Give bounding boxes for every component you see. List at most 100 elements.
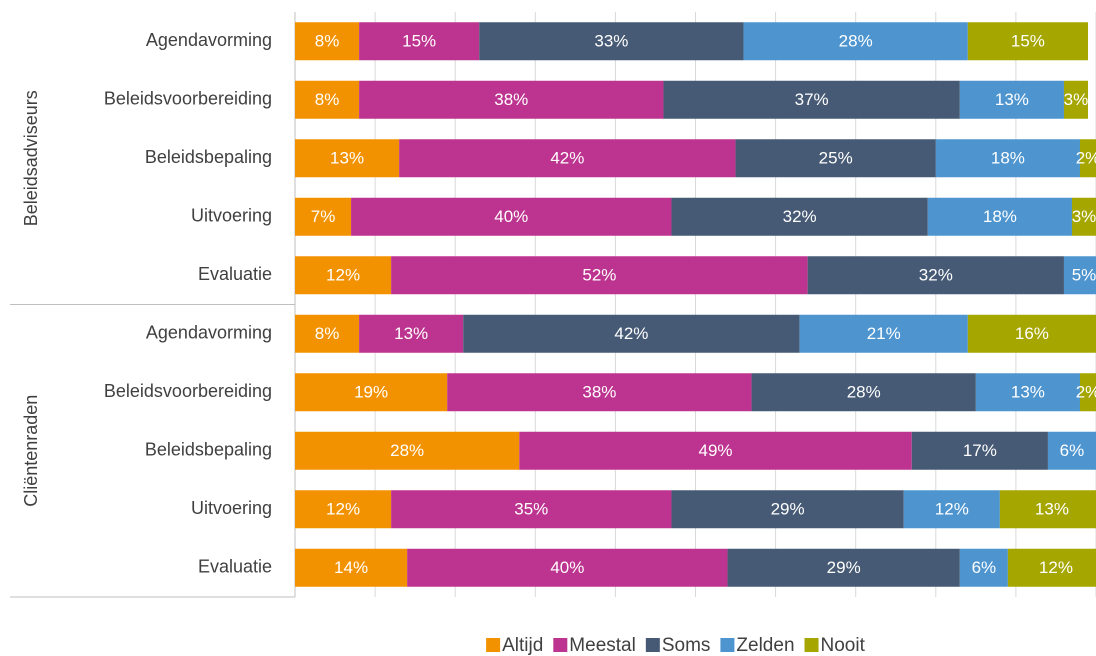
category-label: Uitvoering <box>191 206 272 226</box>
bar-segment <box>799 314 968 353</box>
bar-segment <box>295 314 360 353</box>
data-label: 32% <box>783 207 817 226</box>
data-label: 38% <box>494 90 528 109</box>
bar-segment <box>1079 373 1096 412</box>
data-label: 2% <box>1076 149 1096 168</box>
data-label: 14% <box>334 558 368 577</box>
data-label: 28% <box>839 32 873 51</box>
legend: Altijd Meestal Soms Zelden Nooit <box>486 635 866 656</box>
bar-segment <box>927 197 1072 236</box>
bar-segment <box>671 490 904 529</box>
category-label: Agendavorming <box>146 323 272 343</box>
data-label: 35% <box>514 500 548 519</box>
bar-segment <box>447 373 752 412</box>
group-label: Cliëntenraden <box>21 395 41 507</box>
bar-segment <box>359 314 464 353</box>
category-label: Evaluatie <box>198 557 272 577</box>
data-label: 15% <box>1011 32 1045 51</box>
bar-segment <box>903 490 1000 529</box>
bar-segment <box>967 314 1096 353</box>
data-label: 42% <box>614 324 648 343</box>
data-label: 13% <box>330 149 364 168</box>
data-label: 25% <box>819 149 853 168</box>
data-label: 6% <box>1060 441 1085 460</box>
bar-segment <box>519 431 912 470</box>
bar-segment <box>399 139 736 178</box>
bar-segment <box>359 80 664 119</box>
bar-segment <box>959 80 1064 119</box>
bar-segment <box>735 139 936 178</box>
data-label: 12% <box>326 500 360 519</box>
bar-segment <box>743 22 968 61</box>
bar-segment <box>391 256 808 295</box>
data-label: 15% <box>402 32 436 51</box>
data-label: 29% <box>827 558 861 577</box>
bar-segment <box>727 548 960 587</box>
data-label: 33% <box>594 32 628 51</box>
bar-segment <box>911 431 1048 470</box>
legend-swatch <box>720 638 735 652</box>
bar-segment <box>1007 548 1096 587</box>
bar-segment <box>959 548 1008 587</box>
data-label: 40% <box>494 207 528 226</box>
bar-segment <box>1071 197 1096 236</box>
data-label: 38% <box>582 383 616 402</box>
legend-swatch <box>645 638 660 652</box>
category-label: Evaluatie <box>198 264 272 284</box>
legend-label: Soms <box>662 635 711 656</box>
data-label: 6% <box>972 558 997 577</box>
data-label: 52% <box>582 266 616 285</box>
bar-segment <box>663 80 960 119</box>
bar-segment <box>967 22 1088 61</box>
legend-label: Zelden <box>736 635 794 656</box>
category-label: Uitvoering <box>191 498 272 518</box>
bar-segment <box>391 490 672 529</box>
data-label: 32% <box>919 266 953 285</box>
data-label: 3% <box>1072 207 1096 226</box>
bar-segment <box>295 490 392 529</box>
bar-segment <box>295 80 360 119</box>
data-label: 42% <box>550 149 584 168</box>
data-label: 7% <box>311 207 336 226</box>
category-label: Beleidsbepaling <box>145 440 272 460</box>
data-label: 8% <box>315 324 340 343</box>
data-label: 13% <box>394 324 428 343</box>
bar-segment <box>999 490 1096 529</box>
bar-segment <box>295 139 400 178</box>
category-label: Beleidsvoorbereiding <box>104 89 272 109</box>
bar-segment <box>807 256 1064 295</box>
data-label: 5% <box>1072 266 1096 285</box>
data-label: 19% <box>354 383 388 402</box>
category-label: Beleidsbepaling <box>145 147 272 167</box>
bar-segment <box>1079 139 1096 178</box>
bar-segment <box>295 548 408 587</box>
bar-segment <box>463 314 800 353</box>
category-label: Beleidsvoorbereiding <box>104 381 272 401</box>
legend-label: Nooit <box>821 635 866 656</box>
bar-segment <box>671 197 928 236</box>
category-label: Agendavorming <box>146 30 272 50</box>
bar-segment <box>751 373 976 412</box>
bar-segment <box>351 197 672 236</box>
bar-segment <box>295 256 392 295</box>
bar-segment <box>1063 256 1096 295</box>
data-label: 13% <box>995 90 1029 109</box>
bar-segment <box>975 373 1080 412</box>
legend-label: Altijd <box>502 635 543 656</box>
data-label: 28% <box>847 383 881 402</box>
data-label: 16% <box>1015 324 1049 343</box>
bar-segment <box>295 373 448 412</box>
data-label: 3% <box>1064 90 1089 109</box>
bar-segment <box>1063 80 1088 119</box>
bar-segment <box>479 22 744 61</box>
data-label: 17% <box>963 441 997 460</box>
bar-segment <box>407 548 728 587</box>
data-label: 21% <box>867 324 901 343</box>
data-label: 8% <box>315 90 340 109</box>
data-label: 49% <box>699 441 733 460</box>
legend-swatch <box>804 638 819 652</box>
data-label: 13% <box>1035 500 1069 519</box>
data-label: 18% <box>991 149 1025 168</box>
data-label: 28% <box>390 441 424 460</box>
